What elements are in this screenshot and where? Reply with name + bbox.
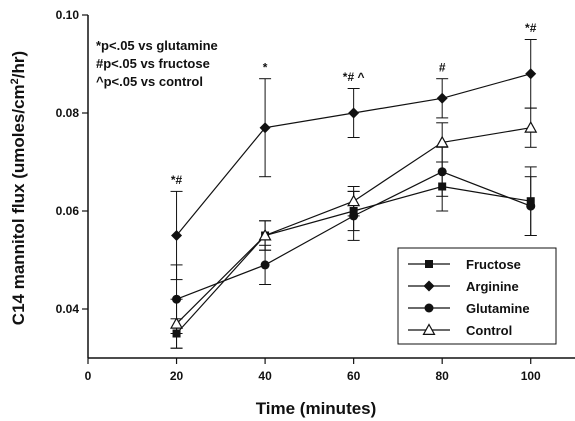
y-tick-label: 0.06 [56, 204, 80, 218]
y-tick-label: 0.04 [56, 302, 80, 316]
plot-area: 0.04 0.06 0.08 0.10 0 20 40 60 80 100 *# * *# ^ # *# [56, 8, 575, 383]
significance-marks: *# * *# ^ # *# [171, 21, 537, 187]
significance-notes: *p<.05 vs glutamine #p<.05 vs fructose ^… [96, 38, 218, 89]
point-glutamine [172, 294, 182, 304]
point-glutamine [526, 201, 536, 211]
point-control [524, 120, 538, 133]
y-tick-label: 0.08 [56, 106, 80, 120]
x-axis-label: Time (minutes) [256, 399, 377, 418]
significance-mark: *# ^ [343, 70, 365, 84]
x-tick-label: 20 [170, 369, 184, 383]
y-axis-title: C14 mannitol flux (umoles/cm2/hr) [9, 51, 28, 325]
legend-label-control: Control [466, 323, 512, 338]
significance-mark: *# [525, 21, 537, 35]
legend-label-glutamine: Glutamine [466, 301, 530, 316]
point-control [170, 316, 184, 329]
legend-label-arginine: Arginine [466, 279, 519, 294]
x-tick-label: 60 [347, 369, 361, 383]
point-arginine [348, 107, 360, 119]
significance-mark: * [263, 60, 268, 74]
note-control: ^p<.05 vs control [96, 74, 203, 89]
y-ticks: 0.04 0.06 0.08 0.10 [56, 8, 88, 316]
point-control [258, 228, 272, 241]
series-markers [170, 68, 538, 338]
note-glutamine: *p<.05 vs glutamine [96, 38, 218, 53]
significance-mark: *# [171, 173, 183, 187]
x-tick-label: 0 [85, 369, 92, 383]
legend-marker-fructose [425, 260, 433, 268]
x-tick-label: 40 [258, 369, 272, 383]
point-fructose [172, 329, 181, 338]
x-ticks: 0 20 40 60 80 100 [85, 358, 541, 383]
x-tick-label: 80 [436, 369, 450, 383]
y-tick-label: 0.10 [56, 8, 80, 22]
point-control [347, 194, 361, 207]
point-arginine [436, 92, 448, 104]
significance-mark: # [439, 60, 446, 74]
point-arginine [525, 68, 537, 80]
point-arginine [171, 230, 183, 241]
point-glutamine [260, 260, 270, 270]
legend-items: Fructose Arginine Glutamine Control [408, 257, 530, 338]
x-tick-label: 100 [521, 369, 541, 383]
legend-marker-glutamine [424, 303, 434, 313]
point-control [435, 135, 449, 148]
point-glutamine [349, 211, 359, 221]
legend-marker-control [422, 323, 436, 335]
point-fructose [349, 207, 358, 215]
note-fructose: #p<.05 vs fructose [96, 56, 210, 71]
legend: Fructose Arginine Glutamine Control [397, 247, 557, 345]
point-fructose [438, 182, 447, 191]
legend-label-fructose: Fructose [466, 257, 521, 272]
legend-marker-arginine [423, 280, 435, 292]
point-arginine [259, 122, 271, 134]
y-axis-label: C14 mannitol flux (umoles/cm2/hr) [9, 51, 28, 325]
point-glutamine [437, 167, 447, 177]
point-fructose [526, 197, 535, 206]
